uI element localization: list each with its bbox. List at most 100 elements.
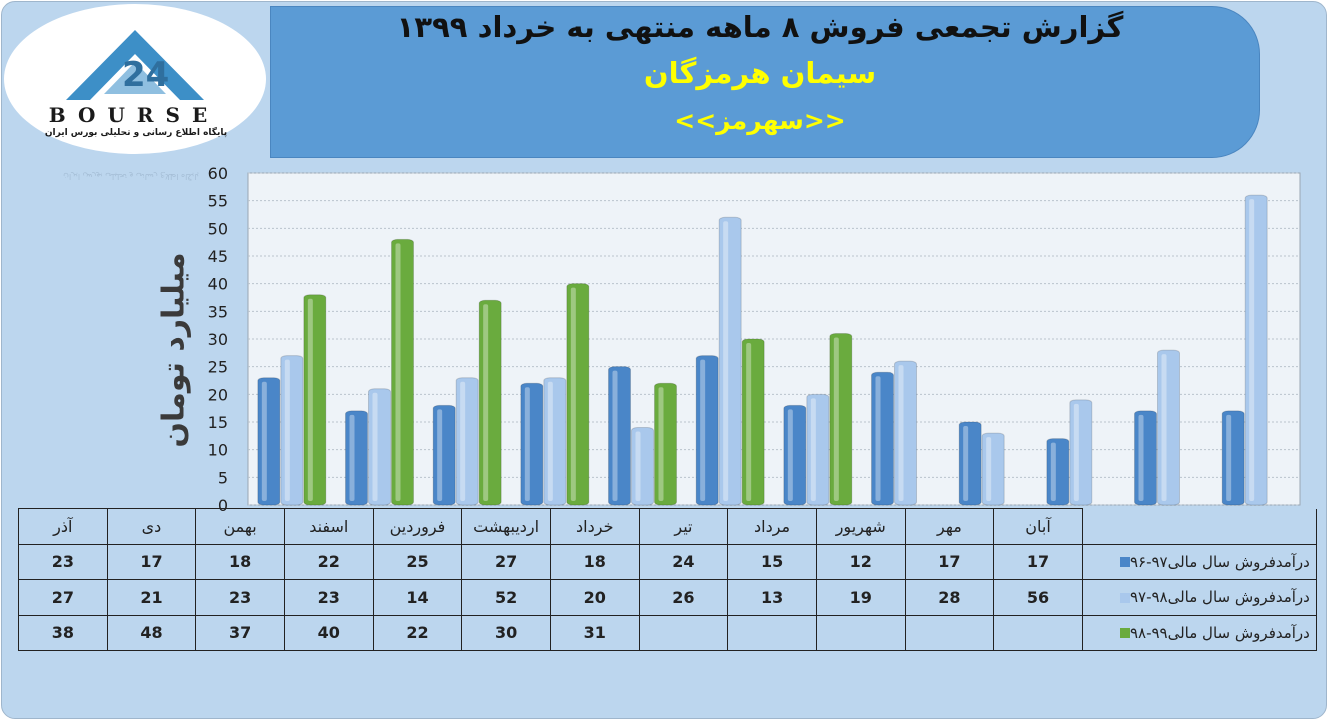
bar-series-2	[894, 360, 917, 506]
bar-series-1	[520, 382, 544, 506]
category-label: خرداد	[549, 508, 640, 545]
category-label: اسفند	[283, 508, 374, 545]
bar-series-3	[391, 238, 414, 506]
bar-series-3	[654, 382, 677, 506]
data-value: 26	[638, 579, 729, 616]
y-tick-label: 25	[208, 358, 228, 377]
data-value: 20	[549, 579, 640, 616]
bar-highlight	[349, 414, 355, 501]
y-tick-label: 50	[208, 219, 228, 238]
bar-highlight	[963, 426, 969, 501]
bar-highlight	[986, 437, 992, 501]
data-value: 27	[461, 543, 551, 580]
bar-highlight	[833, 337, 839, 501]
bar-highlight	[1249, 199, 1255, 501]
bar-series-2	[1244, 194, 1268, 506]
y-tick-label: 10	[208, 441, 228, 460]
bar-series-1	[432, 404, 456, 506]
data-value: 21	[106, 579, 197, 616]
legend-swatch	[1119, 592, 1130, 603]
data-value: 17	[993, 543, 1083, 580]
y-tick-label: 15	[208, 413, 228, 432]
bar-series-2	[718, 216, 742, 506]
data-value: 37	[195, 614, 285, 651]
data-value: 15	[727, 543, 817, 580]
data-value: 56	[993, 579, 1083, 616]
y-tick-label: 40	[208, 275, 228, 294]
bar-highlight	[437, 409, 443, 501]
bar-highlight	[395, 243, 401, 501]
table-row: 38 48 37 40 22 30 31 درآمدفروش سال مالی۹۹-۹۸	[18, 614, 1317, 651]
bar-highlight	[787, 409, 793, 501]
svg-text:24: 24	[122, 55, 169, 95]
legend-swatch	[1119, 557, 1130, 568]
legend-label: درآمدفروش سال مالی۹۹-۹۸	[1129, 623, 1310, 642]
bar-highlight	[1226, 414, 1232, 501]
bar-series-1	[958, 421, 982, 506]
report-title: گزارش تجمعی فروش ۸ ماهه منتهی به خرداد ۱…	[396, 10, 1124, 44]
bar-series-2	[806, 393, 830, 506]
category-label: آذر	[18, 508, 108, 545]
y-tick-label: 60	[208, 164, 228, 183]
data-value: 48	[106, 614, 197, 651]
bar-highlight	[700, 359, 706, 501]
y-tick-label: 45	[208, 247, 228, 266]
category-label: مرداد	[727, 508, 817, 545]
y-tick-label: 20	[208, 385, 228, 404]
data-value	[993, 614, 1083, 651]
data-value	[727, 614, 817, 651]
bar-highlight	[460, 381, 466, 501]
category-label: آبان	[993, 508, 1083, 545]
category-row: آذر دی بهمن اسفند فروردین اردیبهشت خرداد تیر مرد…	[18, 508, 1317, 545]
bar-highlight	[898, 365, 904, 501]
bar-series-2	[1069, 399, 1093, 506]
data-value: 12	[815, 543, 906, 580]
bar-highlight	[635, 431, 641, 501]
data-value: 23	[195, 579, 285, 616]
bar-highlight	[1073, 403, 1079, 501]
bar-series-1	[1134, 410, 1157, 506]
bar-highlight	[875, 376, 881, 501]
bar-highlight	[570, 287, 576, 501]
y-tick-label: 5	[218, 468, 228, 487]
category-label: اردیبهشت	[461, 508, 551, 545]
bar-highlight	[1138, 414, 1144, 501]
bar-highlight	[483, 304, 489, 501]
bar-highlight	[1161, 354, 1167, 501]
logo-brand: BOURSE	[48, 103, 220, 127]
data-value: 22	[372, 614, 463, 651]
data-value: 23	[283, 579, 374, 616]
y-tick-label: 35	[208, 302, 228, 321]
bar-series-3	[566, 283, 590, 506]
legend-entry: درآمدفروش سال مالی۹۹-۹۸	[1081, 614, 1317, 651]
y-tick-label: 55	[208, 192, 228, 211]
bar-highlight	[261, 381, 267, 501]
data-value: 13	[727, 579, 817, 616]
data-value	[904, 614, 995, 651]
table-row: 23 17 18 22 25 27 18 24 15 12 17 17 درآمدفروش سال ما…	[18, 543, 1317, 580]
data-value: 17	[106, 543, 197, 580]
category-label: دی	[106, 508, 197, 545]
bar-series-1	[257, 377, 281, 506]
bar-series-1	[695, 355, 719, 506]
bar-series-3	[303, 294, 327, 506]
bar-series-3	[829, 332, 853, 506]
data-value: 40	[283, 614, 374, 651]
bar-series-1	[345, 410, 368, 506]
bar-series-2	[631, 427, 654, 506]
data-value: 52	[461, 579, 551, 616]
bars	[257, 194, 1268, 506]
logo-tagline: پایگاه اطلاع رسانی و تحلیلی بورس ایران	[44, 128, 228, 138]
bar-highlight	[284, 359, 290, 501]
bar-highlight	[307, 298, 313, 501]
title-banner	[270, 6, 1260, 158]
table-corner	[1082, 508, 1317, 545]
data-value: 30	[461, 614, 551, 651]
legend-entry: درآمدفروش سال مالی۹۸-۹۷	[1081, 579, 1317, 616]
data-value	[638, 614, 729, 651]
bar-series-2	[280, 355, 304, 506]
bar-highlight	[524, 387, 530, 501]
y-tick-label: 30	[208, 330, 228, 349]
bar-series-2	[1157, 349, 1180, 506]
y-tick-label: 0	[218, 496, 228, 515]
